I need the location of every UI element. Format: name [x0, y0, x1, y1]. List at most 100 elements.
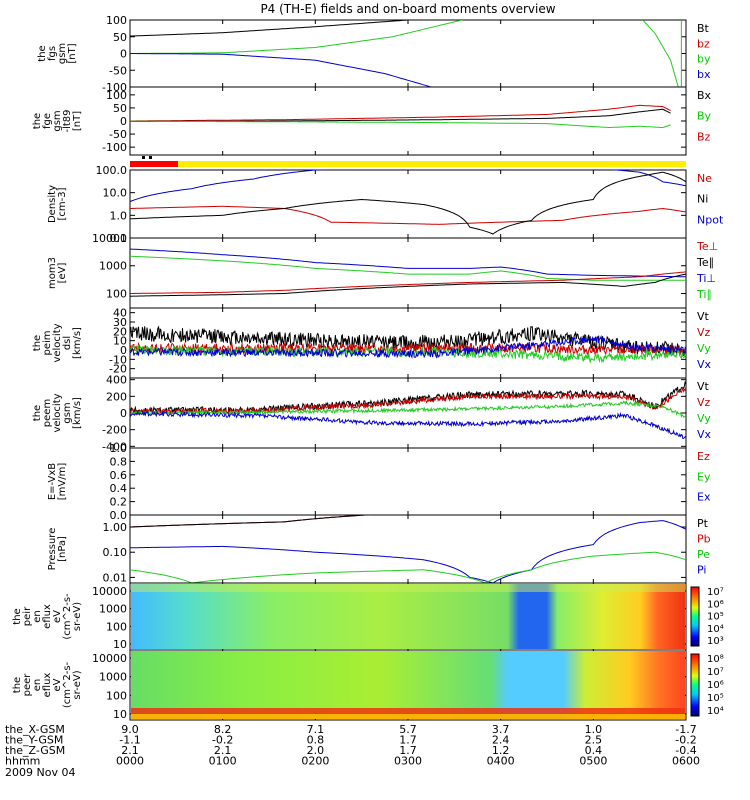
panel-p4: mom3 [eV] 10000 1000 100 Te⊥ Te∥ Ti⊥ Ti∥: [47, 232, 718, 309]
panel-p3: Density [cm-3] 100.0 10.0 1.0 0.1 Ne Ni Npot: [47, 164, 724, 245]
panel-frame: [129, 19, 687, 88]
status-bar-flag: [130, 161, 178, 167]
x-axis-value: 3.7: [492, 723, 510, 736]
y-axis-label: (cm^2-s-: [62, 661, 73, 708]
y-tick-label: 10000: [92, 232, 127, 245]
legend-Vy: Vy: [697, 412, 711, 425]
x-axis-value: 1.7: [399, 734, 417, 747]
y-axis-label: eflux: [42, 604, 53, 629]
series-Bz: [130, 104, 671, 122]
y-axis-label: gsm: [62, 402, 73, 423]
series-Vx: [130, 410, 686, 440]
legend-Ex: Ex: [697, 491, 711, 504]
x-axis-value: 0100: [209, 755, 237, 768]
series-Npot: [130, 170, 686, 203]
y-axis-label: [nPa]: [57, 536, 68, 562]
x-axis: the_X-GSM 9.0 8.2 7.1 5.7 3.7 1.0 -1.7 the_Y-GSM…: [5, 723, 700, 768]
y-axis-label: dsl: [62, 336, 73, 350]
series-Ni: [130, 171, 686, 235]
y-axis-label: sr-eV): [72, 670, 83, 699]
series-Vt: [130, 325, 686, 358]
y-axis-label: fge: [42, 113, 53, 129]
x-axis-value: 2.4: [492, 734, 510, 747]
series-Ti∥: [130, 255, 686, 281]
y-axis-label: eflux: [42, 673, 53, 698]
x-axis-value: 0.4: [585, 744, 603, 757]
x-axis-value: 8.2: [214, 723, 232, 736]
legend-Ne: Ne: [697, 172, 712, 185]
x-axis-value: -1.7: [675, 723, 696, 736]
colorbar-tick-label: 10⁵: [707, 693, 724, 704]
x-axis-value: 0000: [116, 755, 144, 768]
x-axis-value: 2.1: [121, 744, 139, 757]
y-tick-label: 0: [120, 48, 127, 61]
y-tick-label: 100: [106, 689, 127, 702]
series-Pe: [130, 551, 686, 583]
legend-Pb: Pb: [697, 533, 711, 546]
legend-Ti∥: Ti∥: [696, 288, 712, 301]
y-axis-label: the: [32, 335, 43, 351]
x-axis-value: 1.2: [492, 744, 510, 757]
y-axis-label: the: [37, 45, 48, 61]
y-axis-label: velocity: [52, 393, 63, 432]
spectrogram: [131, 584, 685, 649]
y-tick-label: 100.0: [96, 164, 128, 177]
y-axis-label: Pressure: [47, 528, 58, 571]
y-tick-label: 0.8: [110, 455, 128, 468]
x-axis-value: 0300: [394, 755, 422, 768]
legend-Bt: Bt: [697, 22, 710, 35]
y-axis-label: Density: [47, 185, 58, 223]
y-tick-label: 200: [106, 390, 127, 403]
y-tick-label: 100: [106, 89, 127, 102]
legend-Ni: Ni: [697, 193, 708, 206]
y-tick-label: 1000: [99, 671, 127, 684]
y-tick-label: 50: [113, 31, 127, 44]
series-Vz: [130, 341, 686, 357]
y-tick-label: 0.1: [110, 232, 128, 245]
y-axis-label: [eV]: [57, 263, 68, 284]
y-tick-label: 10000: [92, 585, 127, 598]
legend-Te∥: Te∥: [696, 256, 714, 269]
y-tick-label: 0: [120, 115, 127, 128]
colorbar-tick-label: 10⁸: [707, 654, 724, 665]
y-tick-label: -50: [109, 128, 127, 141]
y-axis-label: eV: [52, 610, 63, 623]
series-By: [130, 120, 671, 128]
y-axis-label: the: [32, 113, 43, 129]
y-tick-label: 30: [113, 316, 127, 329]
legend-Bx: Bx: [697, 89, 712, 102]
spectrogram-band: [131, 584, 685, 592]
legend-Vt: Vt: [697, 380, 710, 393]
y-tick-label: 1000: [99, 603, 127, 616]
series-Pi: [130, 520, 686, 583]
y-axis-label: [mV/m]: [57, 463, 68, 501]
series-by: [130, 20, 463, 54]
series-Te⊥: [130, 271, 686, 294]
legend-by: by: [697, 53, 711, 66]
panel-p9: the peir en eflux eV (cm^2-s-sr-eV) 10000 1000 1…: [12, 582, 724, 651]
x-axis-value: 0.8: [307, 734, 325, 747]
x-axis-value: -0.2: [212, 734, 233, 747]
y-tick-label: -20: [109, 363, 127, 376]
y-axis-label: [cm-3]: [57, 187, 68, 220]
x-axis-value: 0500: [579, 755, 607, 768]
x-axis-row-label: hhmm: [5, 755, 40, 768]
panel-frame: [129, 237, 687, 309]
panel-p1: the fgs gsm [nT] 100 50 0 -50 -100 Bt bz by bx: [37, 14, 711, 94]
colorbar-tick-label: 10⁵: [707, 612, 724, 623]
y-tick-label: 20: [113, 325, 127, 338]
colorbar: [690, 653, 700, 717]
legend-Pt: Pt: [697, 517, 709, 530]
y-tick-label: 1.0: [110, 442, 128, 455]
legend-Pe: Pe: [697, 548, 710, 561]
x-axis-value: 5.7: [399, 723, 417, 736]
y-tick-label: 10.0: [103, 187, 128, 200]
panel-p7: E=-VxB [mV/m] 1.00.80.60.40.20.0 Ez Ey Ex: [47, 442, 711, 522]
colorbar-tick-label: 10⁴: [707, 624, 724, 635]
series-Vx: [130, 334, 686, 359]
panel-frame: [129, 169, 687, 239]
colorbar-tick-label: 10⁴: [707, 706, 724, 717]
